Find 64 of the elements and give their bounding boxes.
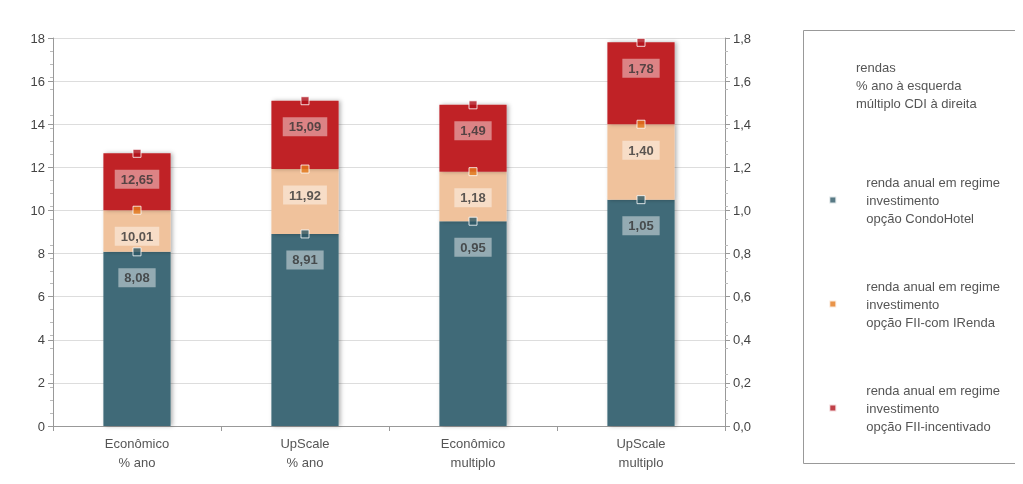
bar — [607, 124, 675, 200]
y-tick-label: 12 — [30, 159, 45, 175]
legend-label: renda anual em regime investimento opção CondoHotel — [866, 174, 1001, 226]
point — [468, 167, 478, 177]
data-label: 8,91 — [292, 252, 318, 268]
y-tick-label: 10 — [30, 202, 45, 218]
data-label: 1,78 — [628, 60, 654, 76]
data-label: 8,08 — [124, 270, 150, 286]
point — [300, 96, 310, 106]
point — [132, 205, 142, 215]
bar — [103, 153, 171, 211]
y-tick-label: 2 — [37, 375, 45, 391]
point — [132, 148, 142, 158]
y2-tick-label: 0,2 — [733, 375, 752, 391]
x-tick-label: UpScale % ano — [280, 436, 330, 470]
legend-title: rendas % ano à esquerda múltiplo CDI à direita — [856, 59, 978, 111]
y-tick-label: 0 — [37, 418, 45, 434]
y-tick-label: 18 — [30, 30, 45, 46]
y2-tick-label: 1,6 — [733, 73, 752, 89]
data-label: 1,40 — [628, 142, 654, 158]
bar — [439, 104, 507, 172]
data-label: 1,05 — [628, 218, 654, 234]
y2-tick-label: 0,0 — [733, 418, 752, 434]
y-tick-label: 6 — [37, 289, 45, 305]
data-label: 11,92 — [289, 187, 321, 203]
bar — [103, 251, 171, 426]
y-tick-label: 16 — [30, 73, 45, 89]
point — [468, 100, 478, 110]
legend-label: renda anual em regime investimento opção FII-incentivado — [866, 382, 1001, 434]
point — [636, 195, 646, 205]
x-tick-label: UpScale multiplo — [616, 436, 666, 470]
bar — [439, 221, 507, 426]
y2-tick-label: 1,4 — [733, 116, 752, 132]
data-label: 1,18 — [460, 190, 486, 206]
y-tick-label: 4 — [37, 332, 45, 348]
bar — [607, 42, 675, 125]
data-label: 0,95 — [460, 239, 486, 255]
y2-tick-label: 0,4 — [733, 332, 752, 348]
y2-tick-label: 1,0 — [733, 202, 752, 218]
data-label: 10,01 — [120, 228, 154, 244]
y2-tick-label: 1,2 — [733, 159, 752, 175]
point — [636, 119, 646, 129]
x-tick-label: Econômico multiplo — [440, 436, 506, 470]
x-tick-label: Econômico % ano — [104, 436, 170, 470]
bar — [607, 199, 675, 426]
data-label: 1,49 — [460, 123, 486, 139]
y-tick-label: 14 — [30, 116, 45, 132]
y-tick-label: 8 — [37, 246, 45, 262]
point — [300, 164, 310, 174]
bar — [271, 233, 339, 426]
point — [300, 229, 310, 239]
point — [636, 37, 646, 47]
bar — [271, 100, 339, 170]
y2-tick-label: 0,8 — [733, 246, 752, 262]
point — [132, 247, 142, 257]
bar — [271, 169, 339, 234]
data-label: 12,65 — [120, 171, 154, 187]
legend-label: renda anual em regime investimento opção FII-com IRenda — [866, 278, 1001, 330]
bar — [103, 210, 171, 252]
data-label: 15,09 — [288, 119, 322, 135]
y2-tick-label: 1,8 — [733, 30, 752, 46]
y2-tick-label: 0,6 — [733, 289, 752, 305]
bar — [439, 171, 507, 222]
point — [468, 216, 478, 226]
